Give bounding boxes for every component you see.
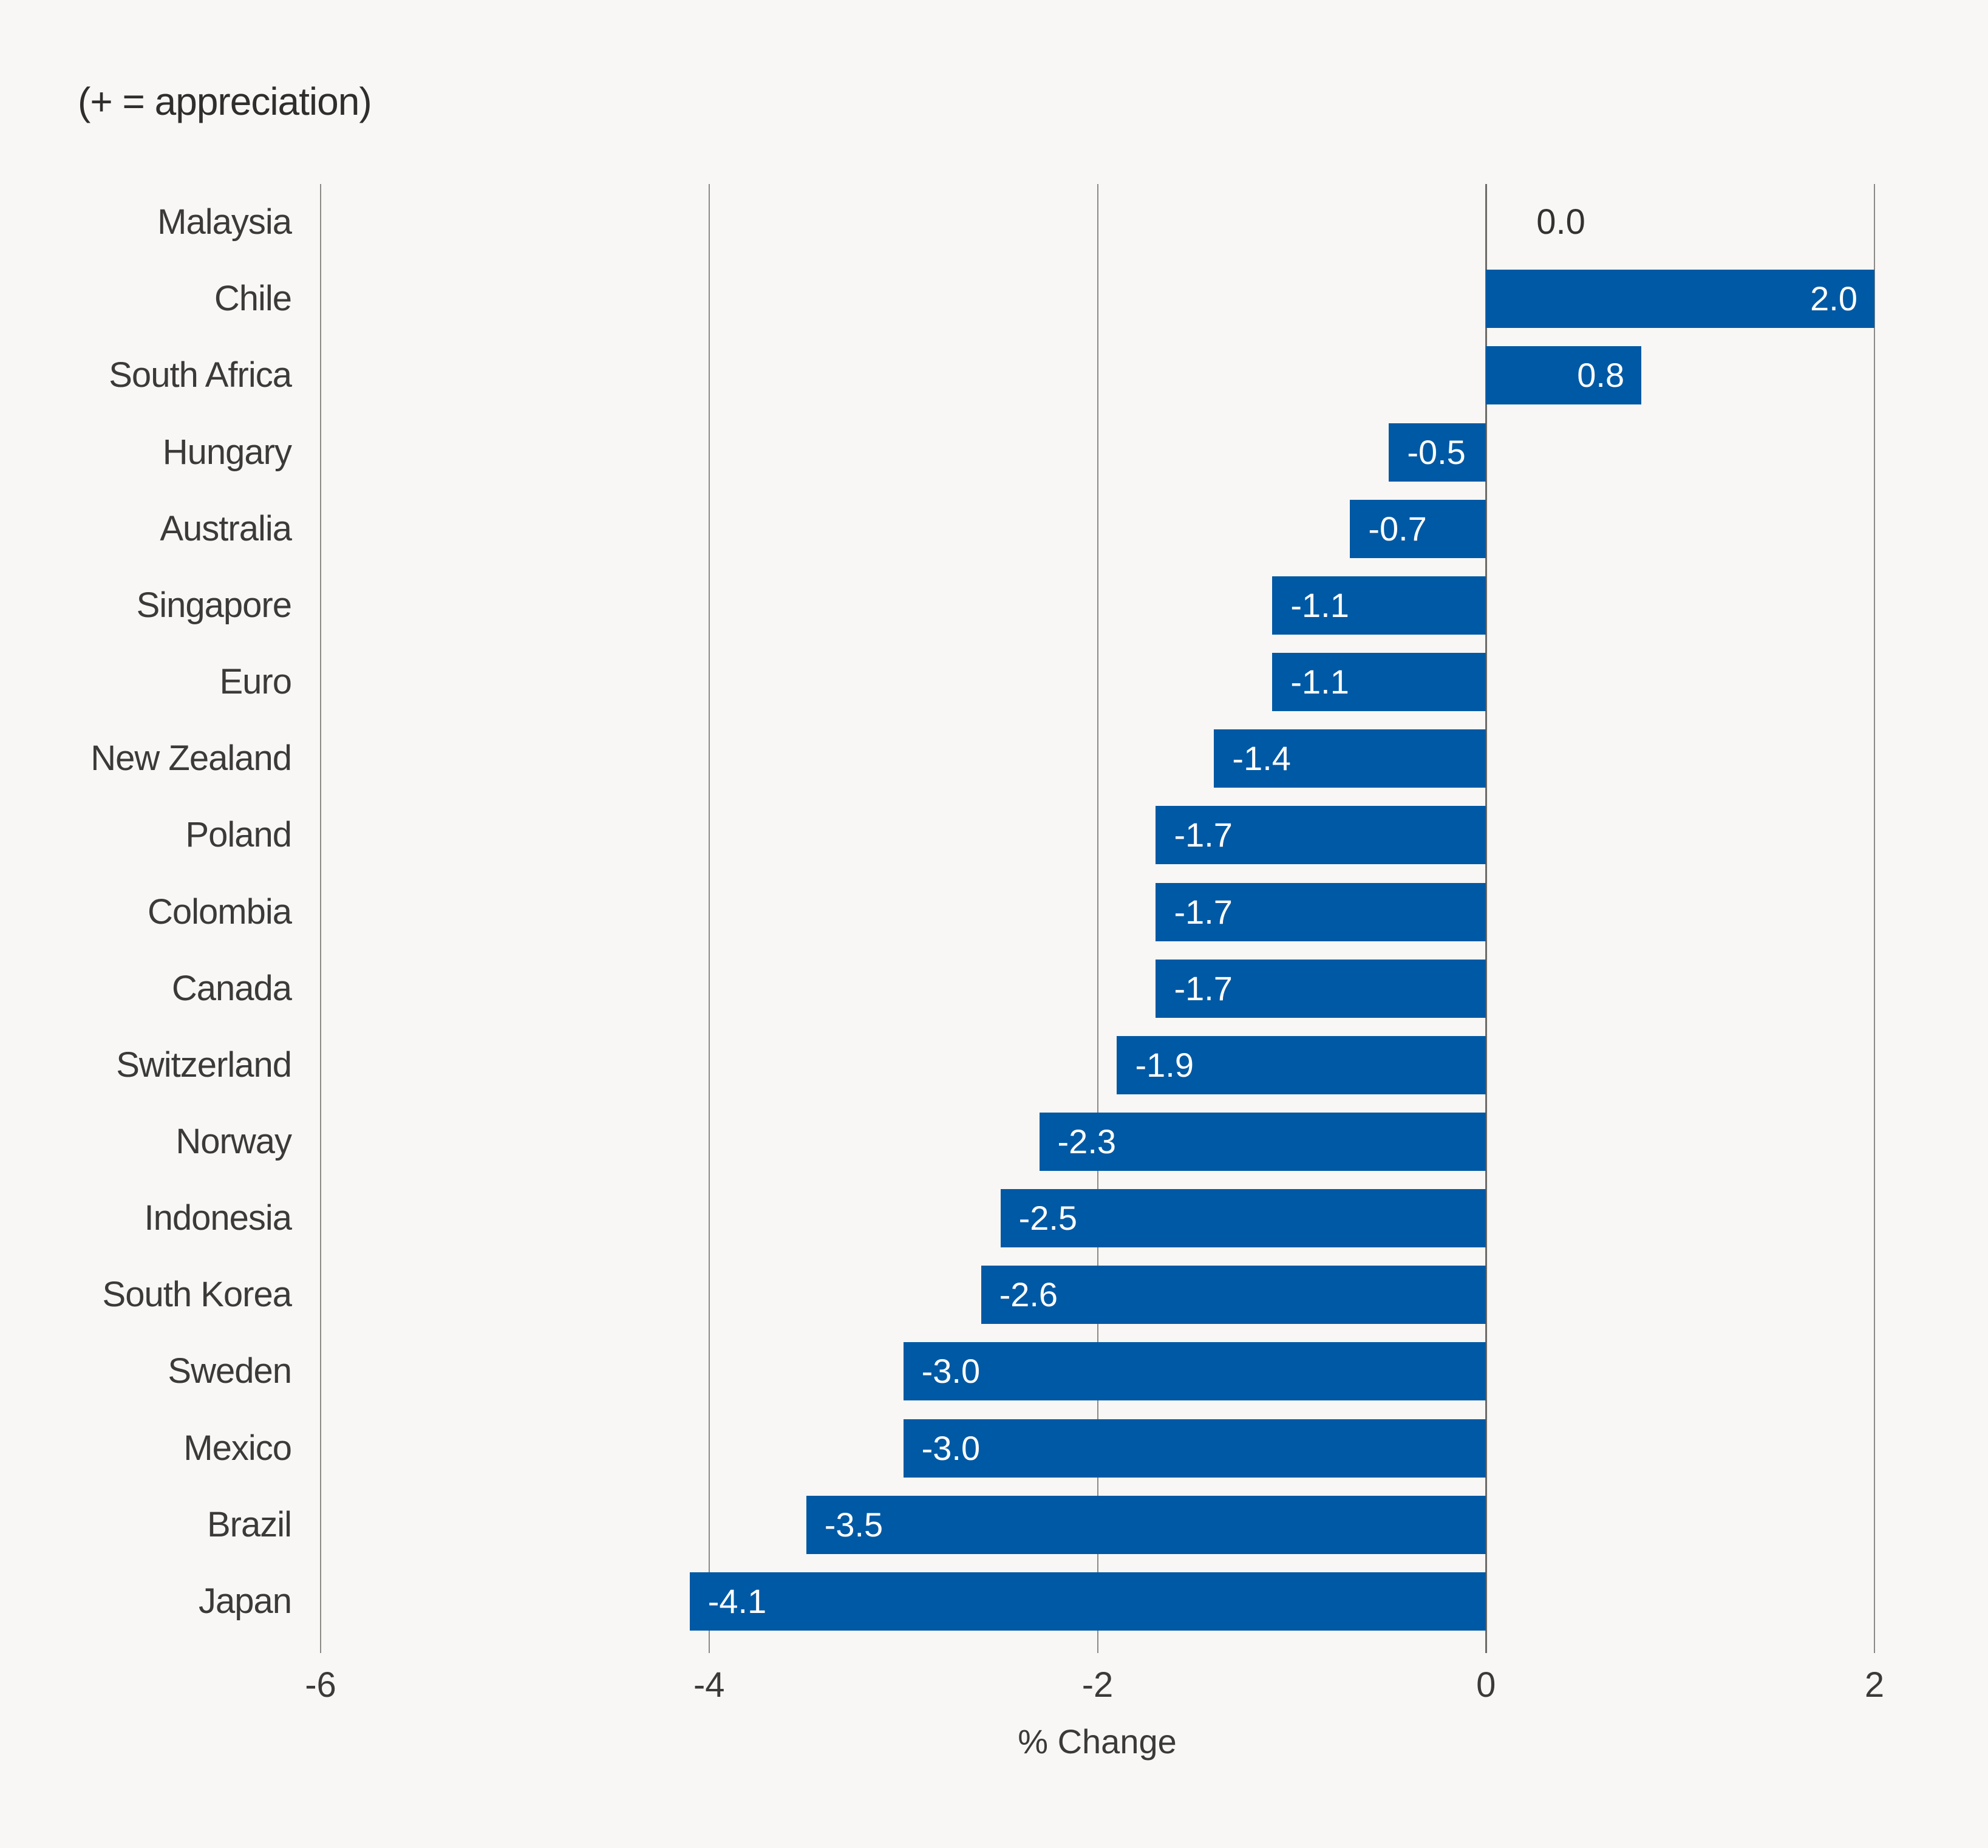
category-label: Hungary xyxy=(162,432,292,472)
x-tick-label: -6 xyxy=(305,1665,336,1705)
bar-value-label: -3.5 xyxy=(824,1505,883,1544)
category-label: Singapore xyxy=(136,585,292,625)
bar-value-label: -1.7 xyxy=(1174,816,1233,854)
category-label: South Africa xyxy=(109,355,292,395)
category-label: Sweden xyxy=(168,1351,292,1391)
zero-gridline xyxy=(1485,184,1487,1653)
bar: -0.5 xyxy=(1389,423,1486,482)
chart-subtitle: (+ = appreciation) xyxy=(78,80,372,123)
bar-value-label: -2.6 xyxy=(999,1275,1058,1314)
bar-value-label: -1.4 xyxy=(1232,739,1291,778)
bar-value-label: 2.0 xyxy=(1810,279,1857,318)
category-label: Brazil xyxy=(206,1504,292,1544)
x-tick-label: -4 xyxy=(693,1665,725,1705)
bar: -0.7 xyxy=(1350,499,1486,558)
bar: 2.0 xyxy=(1486,270,1874,329)
bar: -1.7 xyxy=(1156,882,1486,941)
bar: -2.5 xyxy=(1000,1189,1486,1248)
category-label: Mexico xyxy=(183,1428,292,1468)
bar-value-label: -2.5 xyxy=(1018,1199,1078,1238)
bar-value-label: -3.0 xyxy=(921,1428,981,1467)
gridline xyxy=(320,184,321,1653)
x-tick-label: 2 xyxy=(1864,1665,1885,1705)
bar-value-label: -0.7 xyxy=(1368,509,1427,548)
bar-value-label: -1.7 xyxy=(1174,892,1233,931)
gridline xyxy=(708,184,710,1653)
bar: -3.0 xyxy=(903,1419,1486,1478)
bar: -4.1 xyxy=(689,1572,1486,1631)
bar: -2.3 xyxy=(1039,1112,1486,1171)
x-tick-label: -2 xyxy=(1081,1665,1114,1705)
x-axis-title: % Change xyxy=(1018,1722,1177,1761)
x-tick-label: 0 xyxy=(1476,1665,1496,1705)
bar-value-label: -3.0 xyxy=(921,1352,981,1391)
bar: -1.4 xyxy=(1214,729,1486,788)
plot-area: 0.0 2.0 0.8 -0.5 -0.7 -1.1 -1.1 -1.4 -1.7 -1.7 -1.… xyxy=(320,184,1875,1653)
bar-value-label-zero: 0.0 xyxy=(1536,202,1585,242)
bar: -3.0 xyxy=(903,1342,1486,1401)
category-label: New Zealand xyxy=(90,738,292,779)
bar: -1.7 xyxy=(1156,806,1486,865)
bar-value-label: -4.1 xyxy=(707,1581,767,1620)
bar: 0.8 xyxy=(1486,346,1642,405)
category-label: Malaysia xyxy=(157,202,292,242)
bar-value-label: -2.3 xyxy=(1057,1122,1117,1161)
category-label: Canada xyxy=(171,968,292,1008)
category-label: South Korea xyxy=(102,1275,292,1315)
bar: -1.7 xyxy=(1156,959,1486,1018)
category-label: Norway xyxy=(175,1121,292,1161)
bar-value-label: -0.5 xyxy=(1407,432,1466,471)
category-label: Australia xyxy=(160,508,292,548)
category-label: Euro xyxy=(219,662,292,702)
bar-value-label: 0.8 xyxy=(1577,356,1625,395)
category-label: Colombia xyxy=(148,892,292,932)
category-label: Poland xyxy=(185,815,292,855)
bar: -1.9 xyxy=(1117,1035,1486,1094)
category-label: Switzerland xyxy=(116,1045,292,1085)
bar-value-label: -1.9 xyxy=(1135,1045,1194,1084)
category-label: Chile xyxy=(214,279,292,319)
bar: -1.1 xyxy=(1272,576,1486,635)
category-label: Japan xyxy=(198,1581,292,1621)
category-label: Indonesia xyxy=(144,1198,292,1238)
bar: -1.1 xyxy=(1272,653,1486,712)
bar: -3.5 xyxy=(806,1495,1486,1554)
bar-value-label: -1.1 xyxy=(1290,585,1349,624)
bar-value-label: -1.7 xyxy=(1174,969,1233,1008)
bar-value-label: -1.1 xyxy=(1290,663,1349,701)
gridline xyxy=(1874,184,1875,1653)
bar: -2.6 xyxy=(981,1266,1486,1325)
gridline xyxy=(1097,184,1098,1653)
